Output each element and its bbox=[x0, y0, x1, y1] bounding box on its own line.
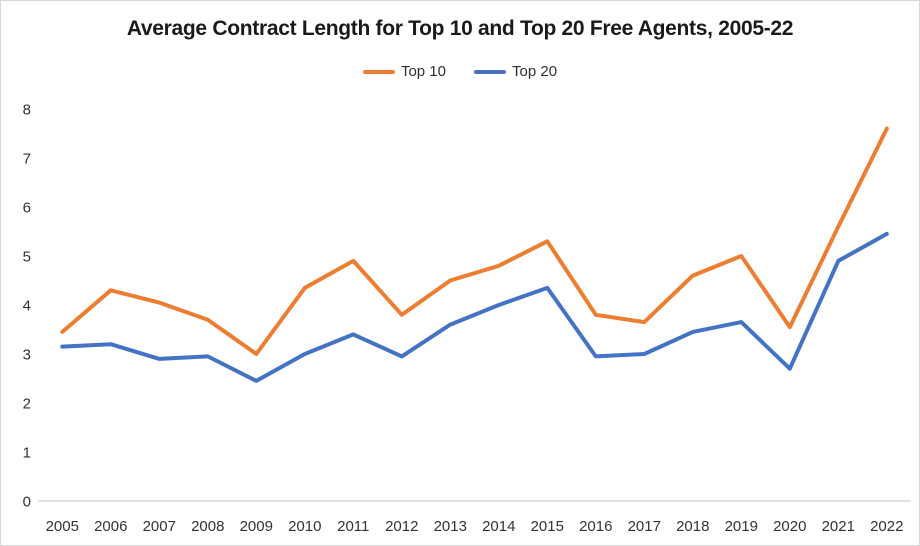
y-axis-tick-label: 7 bbox=[23, 151, 31, 168]
x-axis-tick-label: 2022 bbox=[870, 518, 903, 535]
legend: Top 10 Top 20 bbox=[1, 63, 919, 80]
legend-line-swatch bbox=[362, 69, 395, 74]
x-axis-tick-label: 2021 bbox=[822, 518, 855, 535]
x-axis-tick-label: 2017 bbox=[628, 518, 661, 535]
x-axis-tick-label: 2009 bbox=[240, 518, 273, 535]
legend-item-top-10: Top 10 bbox=[362, 63, 446, 80]
legend-line-swatch bbox=[474, 69, 506, 74]
y-axis-tick-label: 2 bbox=[23, 396, 31, 413]
x-axis-tick-label: 2005 bbox=[46, 518, 79, 535]
top-10-line bbox=[60, 126, 889, 356]
x-axis-tick-label: 2014 bbox=[482, 518, 515, 535]
x-axis-tick-label: 2007 bbox=[143, 518, 176, 535]
x-axis-tick-label: 2011 bbox=[337, 518, 369, 535]
x-axis-tick-label: 2010 bbox=[288, 518, 321, 535]
y-axis-tick-label: 5 bbox=[23, 249, 31, 266]
y-axis-tick-label: 8 bbox=[23, 102, 31, 119]
legend-label: Top 20 bbox=[512, 63, 558, 80]
y-axis-tick-label: 6 bbox=[23, 200, 31, 217]
x-axis-tick-label: 2012 bbox=[385, 518, 418, 535]
x-axis-tick-label: 2008 bbox=[191, 518, 224, 535]
y-axis-tick-label: 0 bbox=[23, 494, 31, 511]
x-axis-tick-label: 2020 bbox=[773, 518, 806, 535]
x-axis-tick-label: 2006 bbox=[94, 518, 127, 535]
y-axis-tick-label: 4 bbox=[23, 298, 31, 315]
top-20-line bbox=[60, 231, 889, 383]
y-axis-tick-label: 1 bbox=[23, 445, 31, 462]
x-axis-tick-label: 2019 bbox=[725, 518, 758, 535]
x-axis-tick-label: 2015 bbox=[531, 518, 564, 535]
legend-label: Top 10 bbox=[400, 63, 446, 80]
chart-title: Average Contract Length for Top 10 and T… bbox=[126, 17, 794, 40]
legend-item-top-20: Top 20 bbox=[474, 63, 557, 80]
y-axis-tick-label: 3 bbox=[23, 347, 31, 364]
x-axis-tick-label: 2016 bbox=[579, 518, 612, 535]
x-axis-tick-label: 2013 bbox=[434, 518, 467, 535]
x-axis-tick-label: 2018 bbox=[676, 518, 709, 535]
